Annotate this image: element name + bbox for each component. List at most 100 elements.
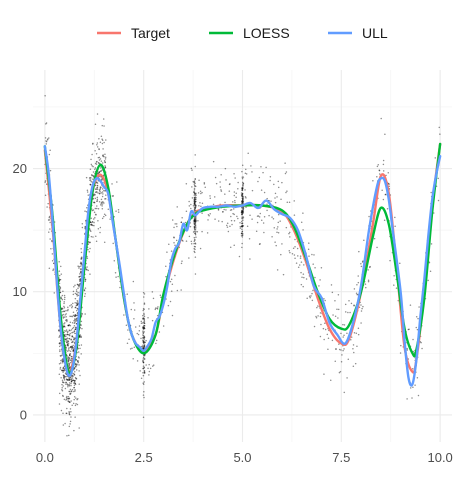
scatter-point (312, 263, 314, 265)
scatter-point (59, 350, 61, 353)
scatter-point (69, 393, 72, 395)
scatter-point (313, 254, 315, 256)
scatter-point (68, 383, 71, 386)
scatter-point (75, 302, 78, 304)
scatter-point (75, 377, 78, 380)
scatter-point (143, 331, 145, 333)
scatter-point (193, 219, 196, 221)
scatter-point (288, 250, 291, 252)
scatter-point (96, 187, 98, 189)
scatter-point (143, 358, 146, 360)
scatter-point (58, 274, 61, 277)
scatter-point (74, 416, 76, 418)
scatter-point (225, 209, 227, 211)
scatter-point (262, 171, 264, 174)
scatter-point (143, 327, 146, 329)
scatter-point (92, 175, 94, 177)
scatter-point (70, 329, 73, 331)
scatter-point (241, 187, 244, 189)
scatter-point (74, 362, 77, 365)
scatter-point (194, 243, 197, 245)
scatter-point (78, 275, 81, 278)
scatter-point (68, 329, 71, 331)
scatter-point (427, 279, 429, 282)
scatter-point (103, 215, 105, 218)
scatter-point (241, 225, 244, 227)
scatter-point (71, 374, 74, 377)
scatter-point (101, 138, 103, 140)
scatter-point (242, 225, 244, 227)
scatter-point (99, 158, 102, 160)
scatter-point (112, 242, 114, 245)
scatter-point (312, 289, 314, 292)
scatter-point (342, 336, 344, 338)
scatter-point (269, 175, 272, 178)
scatter-point (74, 376, 77, 379)
scatter-point (147, 367, 149, 369)
scatter-point (71, 335, 73, 337)
scatter-point (388, 183, 390, 185)
scatter-point (66, 341, 68, 343)
scatter-point (68, 363, 70, 365)
scatter-point (317, 315, 319, 317)
scatter-point (80, 324, 82, 326)
scatter-point (95, 213, 97, 216)
scatter-point (79, 336, 81, 338)
scatter-point (59, 297, 62, 299)
scatter-point (98, 200, 101, 203)
scatter-point (309, 296, 311, 299)
scatter-point (429, 270, 432, 273)
scatter-point (44, 180, 47, 182)
scatter-point (217, 208, 220, 210)
scatter-point (62, 371, 64, 373)
scatter-point (221, 220, 223, 223)
scatter-point (338, 343, 340, 345)
scatter-point (191, 197, 194, 199)
scatter-point (142, 340, 144, 343)
scatter-point (194, 206, 197, 208)
scatter-point (100, 170, 103, 172)
scatter-point (84, 278, 87, 280)
scatter-point (143, 296, 145, 298)
scatter-point (63, 369, 66, 372)
scatter-point (406, 349, 409, 351)
scatter-point (68, 357, 71, 360)
scatter-point (65, 313, 67, 315)
scatter-point (91, 209, 94, 212)
scatter-point (70, 392, 72, 395)
scatter-point (138, 325, 141, 327)
scatter-point (91, 221, 94, 223)
scatter-point (140, 322, 143, 325)
scatter-point (66, 397, 69, 400)
scatter-point (68, 410, 70, 413)
scatter-point (123, 314, 125, 316)
scatter-point (251, 218, 253, 220)
scatter-point (143, 326, 145, 329)
scatter-point (62, 310, 64, 313)
scatter-point (115, 210, 117, 212)
scatter-point (319, 279, 321, 281)
scatter-point (76, 304, 79, 306)
scatter-point (63, 298, 66, 301)
scatter-point (169, 280, 172, 283)
scatter-point (74, 302, 76, 304)
scatter-point (353, 288, 356, 290)
scatter-point (236, 215, 238, 218)
scatter-point (294, 245, 296, 248)
scatter-point (347, 358, 350, 361)
scatter-point (273, 183, 275, 186)
scatter-point (409, 304, 412, 306)
scatter-point (158, 331, 161, 333)
scatter-point (241, 208, 243, 210)
scatter-point (143, 345, 146, 347)
scatter-point (193, 240, 196, 243)
scatter-point (74, 382, 76, 385)
scatter-point (244, 189, 246, 191)
scatter-point (67, 356, 69, 358)
scatter-point (242, 187, 244, 190)
scatter-point (194, 224, 197, 226)
scatter-point (151, 319, 154, 322)
scatter-point (89, 184, 92, 186)
scatter-point (86, 266, 88, 268)
scatter-point (241, 209, 243, 212)
